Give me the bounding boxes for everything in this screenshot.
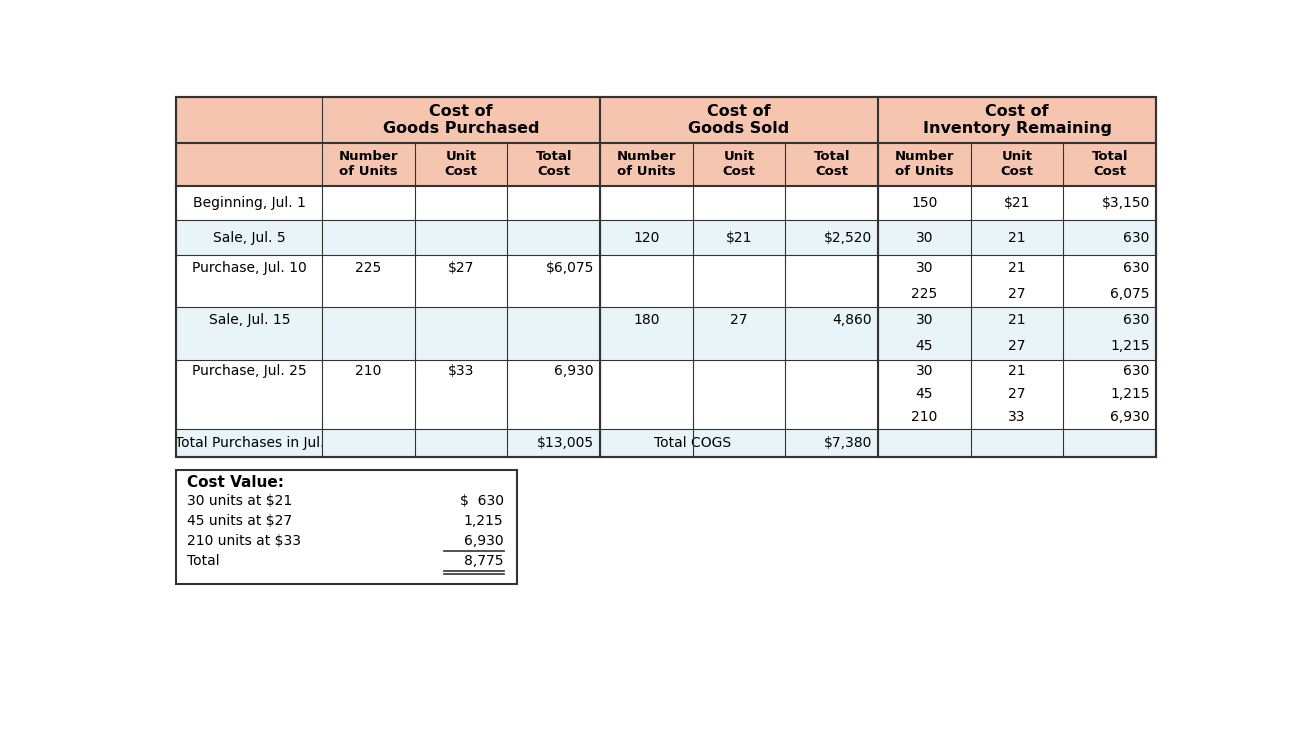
- Text: Unit
Cost: Unit Cost: [723, 150, 755, 179]
- Text: Total
Cost: Total Cost: [1092, 150, 1128, 179]
- Text: 21: 21: [1009, 313, 1026, 327]
- Bar: [177, 97, 1156, 457]
- Text: $6,075: $6,075: [546, 261, 594, 275]
- Text: $7,380: $7,380: [823, 436, 872, 449]
- Text: 6,930: 6,930: [464, 534, 503, 548]
- Text: 21: 21: [1009, 364, 1026, 378]
- Text: 1,215: 1,215: [464, 514, 503, 528]
- Text: 45 units at $27: 45 units at $27: [187, 514, 292, 528]
- Text: 27: 27: [1009, 339, 1026, 353]
- Text: $27: $27: [448, 261, 474, 275]
- Text: 30: 30: [915, 261, 933, 275]
- Text: Number
of Units: Number of Units: [616, 150, 676, 179]
- Text: 630: 630: [1123, 231, 1149, 245]
- Bar: [177, 255, 1156, 307]
- Text: 33: 33: [1009, 410, 1026, 424]
- Bar: [177, 143, 1156, 185]
- Text: Total COGS: Total COGS: [654, 436, 732, 449]
- Text: Total
Cost: Total Cost: [536, 150, 572, 179]
- Text: 225: 225: [911, 287, 937, 301]
- Bar: [177, 185, 1156, 220]
- Text: $33: $33: [448, 364, 474, 378]
- Bar: [177, 307, 1156, 359]
- Bar: [177, 359, 1156, 429]
- Bar: [177, 429, 1156, 457]
- Text: 27: 27: [1009, 387, 1026, 401]
- Text: Unit
Cost: Unit Cost: [1001, 150, 1034, 179]
- Text: $21: $21: [725, 231, 753, 245]
- Text: 27: 27: [1009, 287, 1026, 301]
- Text: 1,215: 1,215: [1110, 339, 1149, 353]
- Text: 30 units at $21: 30 units at $21: [187, 494, 292, 508]
- Text: 4,860: 4,860: [832, 313, 872, 327]
- Bar: [177, 470, 517, 584]
- Text: Purchase, Jul. 10: Purchase, Jul. 10: [192, 261, 307, 275]
- Text: 1,215: 1,215: [1110, 387, 1149, 401]
- Text: 45: 45: [915, 339, 933, 353]
- Text: Total
Cost: Total Cost: [814, 150, 850, 179]
- Text: 8,775: 8,775: [464, 554, 503, 568]
- Text: 6,930: 6,930: [1110, 410, 1149, 424]
- Text: 6,075: 6,075: [1110, 287, 1149, 301]
- Text: 630: 630: [1123, 364, 1149, 378]
- Text: 630: 630: [1123, 261, 1149, 275]
- Text: 30: 30: [915, 231, 933, 245]
- Text: 630: 630: [1123, 313, 1149, 327]
- Text: Sale, Jul. 15: Sale, Jul. 15: [208, 313, 290, 327]
- Text: Purchase, Jul. 25: Purchase, Jul. 25: [192, 364, 307, 378]
- Text: Total: Total: [187, 554, 220, 568]
- Text: Cost Value:: Cost Value:: [187, 475, 285, 490]
- Bar: [177, 97, 1156, 457]
- Text: 30: 30: [915, 364, 933, 378]
- Text: Sale, Jul. 5: Sale, Jul. 5: [213, 231, 286, 245]
- Text: Beginning, Jul. 1: Beginning, Jul. 1: [192, 196, 306, 210]
- Text: 150: 150: [911, 196, 937, 210]
- Text: Number
of Units: Number of Units: [339, 150, 398, 179]
- Text: 225: 225: [355, 261, 382, 275]
- Text: 6,930: 6,930: [554, 364, 594, 378]
- Text: 30: 30: [915, 313, 933, 327]
- Text: 45: 45: [915, 387, 933, 401]
- Text: $13,005: $13,005: [537, 436, 594, 449]
- Bar: [177, 220, 1156, 255]
- Text: Unit
Cost: Unit Cost: [445, 150, 477, 179]
- Text: 210: 210: [355, 364, 382, 378]
- Text: Cost of
Goods Sold: Cost of Goods Sold: [689, 104, 789, 136]
- Text: $2,520: $2,520: [824, 231, 872, 245]
- Text: Cost of
Inventory Remaining: Cost of Inventory Remaining: [923, 104, 1112, 136]
- Text: 120: 120: [633, 231, 659, 245]
- Text: 21: 21: [1009, 261, 1026, 275]
- Text: Total Purchases in Jul.: Total Purchases in Jul.: [174, 436, 324, 449]
- Text: $  630: $ 630: [459, 494, 503, 508]
- Text: 21: 21: [1009, 231, 1026, 245]
- Text: Number
of Units: Number of Units: [894, 150, 954, 179]
- Text: 180: 180: [633, 313, 659, 327]
- Text: $3,150: $3,150: [1101, 196, 1149, 210]
- Text: 210 units at $33: 210 units at $33: [187, 534, 302, 548]
- Text: 27: 27: [731, 313, 747, 327]
- Text: Cost of
Goods Purchased: Cost of Goods Purchased: [384, 104, 540, 136]
- Text: 210: 210: [911, 410, 937, 424]
- Bar: [177, 97, 1156, 143]
- Text: $21: $21: [1004, 196, 1031, 210]
